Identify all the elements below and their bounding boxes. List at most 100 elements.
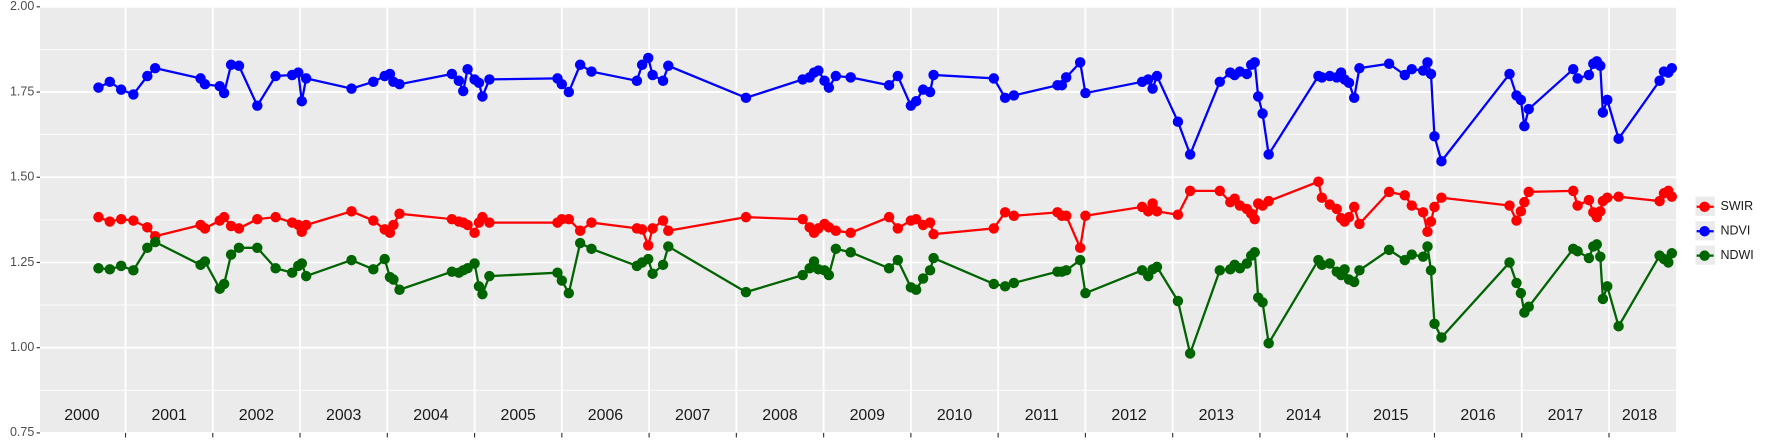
year-label: 2004 <box>413 407 449 424</box>
data-point <box>1666 191 1678 202</box>
data-point <box>647 69 658 81</box>
data-point <box>917 273 929 284</box>
data-point <box>1504 200 1515 211</box>
data-point <box>740 286 752 298</box>
data-point <box>233 223 245 234</box>
data-point <box>1504 257 1515 268</box>
data-point <box>368 264 379 275</box>
data-point <box>1249 213 1260 225</box>
data-point <box>1354 218 1365 230</box>
data-point <box>1515 94 1527 106</box>
data-point <box>808 256 820 267</box>
data-point <box>1343 211 1355 223</box>
data-point <box>1515 206 1527 217</box>
series-line <box>97 55 1673 164</box>
data-point <box>1613 133 1624 144</box>
data-point <box>1263 149 1274 160</box>
data-point <box>1654 75 1665 87</box>
data-point <box>1143 206 1154 217</box>
data-point <box>346 254 357 266</box>
data-point <box>586 243 597 255</box>
year-label: 2016 <box>1460 407 1496 424</box>
data-point <box>1252 91 1264 102</box>
data-point <box>1151 261 1163 273</box>
data-point <box>225 220 237 232</box>
data-point <box>115 84 127 95</box>
data-point <box>1504 68 1515 80</box>
data-point <box>115 213 127 225</box>
data-point <box>556 78 568 90</box>
data-point <box>999 207 1011 218</box>
data-point <box>462 219 473 231</box>
data-point <box>1343 77 1355 89</box>
data-point <box>218 211 230 223</box>
year-label: 2007 <box>675 407 711 424</box>
data-point <box>1406 249 1418 260</box>
data-point <box>647 268 658 279</box>
data-point <box>1172 116 1184 127</box>
data-point <box>740 211 752 223</box>
data-point <box>1422 57 1433 68</box>
data-point <box>1147 83 1158 94</box>
data-point <box>988 223 1000 234</box>
year-label: 2006 <box>588 407 624 424</box>
data-point <box>1074 57 1086 68</box>
data-point <box>1008 277 1020 289</box>
data-point <box>636 59 648 70</box>
data-point <box>346 206 357 217</box>
grid <box>39 5 1677 434</box>
data-point <box>1080 287 1091 299</box>
data-point <box>388 219 399 231</box>
data-point <box>647 223 658 234</box>
legend-point <box>1699 250 1710 261</box>
data-point <box>1425 216 1437 227</box>
data-point <box>1316 259 1328 271</box>
data-point <box>1151 206 1163 217</box>
data-point <box>574 237 586 249</box>
data-point <box>1597 107 1609 118</box>
year-label: 2000 <box>64 407 100 424</box>
data-point <box>1060 72 1072 83</box>
data-point <box>384 227 396 239</box>
data-point <box>199 256 211 267</box>
data-point <box>924 217 936 228</box>
data-point <box>1663 257 1674 268</box>
legend-label: NDWI <box>1721 248 1754 262</box>
data-point <box>892 223 904 234</box>
data-point <box>394 284 405 295</box>
data-point <box>1313 176 1324 187</box>
data-point <box>149 236 161 248</box>
data-point <box>1074 242 1086 254</box>
data-point <box>346 83 357 94</box>
data-point <box>457 85 469 97</box>
data-point <box>928 69 939 81</box>
data-point <box>128 265 139 276</box>
data-point <box>469 227 480 239</box>
data-point <box>657 215 669 226</box>
data-point <box>1214 265 1226 276</box>
data-point <box>823 82 835 93</box>
data-point <box>453 75 465 87</box>
data-point <box>368 215 379 226</box>
data-point <box>142 222 153 233</box>
data-point <box>563 86 575 98</box>
data-point <box>1523 301 1534 313</box>
data-point <box>1406 63 1418 75</box>
data-point <box>1316 72 1328 83</box>
data-point <box>1348 201 1360 213</box>
data-point <box>142 70 153 82</box>
data-point <box>883 263 895 274</box>
data-point <box>1572 73 1583 84</box>
data-point <box>1074 254 1086 266</box>
data-point <box>477 288 488 300</box>
data-point <box>1080 87 1091 99</box>
data-point <box>1583 194 1595 206</box>
data-point <box>1567 63 1579 75</box>
data-point <box>462 63 473 75</box>
data-point <box>552 267 563 278</box>
data-point <box>1383 186 1395 198</box>
data-point <box>574 225 586 236</box>
data-point <box>642 253 654 265</box>
data-point <box>1056 79 1068 91</box>
data-point <box>199 223 211 234</box>
